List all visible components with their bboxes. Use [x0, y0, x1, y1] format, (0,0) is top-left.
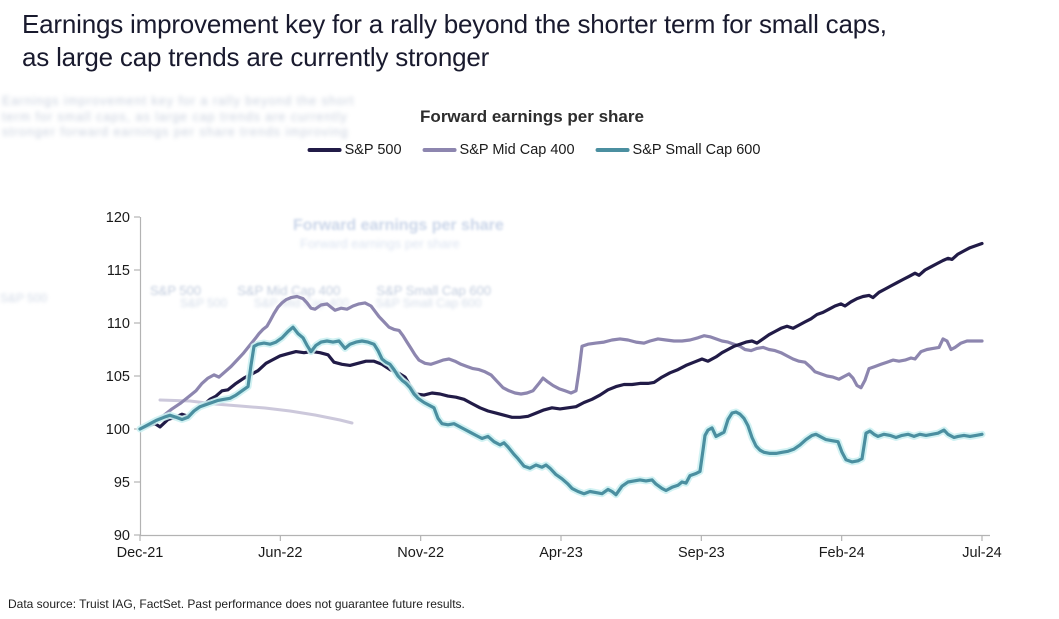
legend-label: S&P Small Cap 600: [632, 142, 761, 158]
y-axis-label: 95: [114, 475, 130, 491]
y-axis-label: 120: [106, 210, 130, 226]
chart-title: Forward earnings per share: [420, 107, 644, 126]
legend-line-swatch: [307, 148, 342, 152]
x-axis-label: Jun-22: [258, 545, 302, 561]
legend-label: S&P 500: [344, 142, 402, 158]
x-axis-label: Apr-23: [539, 545, 583, 561]
ghost-curve-artifact: [158, 398, 354, 425]
y-axis-label: 105: [106, 369, 130, 385]
x-axis-label: Dec-21: [117, 545, 164, 561]
series-halo-s-p-small-cap-600: [136, 323, 986, 499]
y-axis-label: 110: [107, 316, 130, 332]
legend-item-s-p-small-cap-600: S&P Small Cap 600: [595, 142, 761, 158]
axis-lines: [139, 217, 990, 537]
legend-line-swatch: [422, 148, 457, 152]
x-axis-label: Sep-23: [678, 545, 725, 561]
y-axis-label: 115: [107, 263, 130, 279]
series-line-s-p-small-cap-600: [138, 325, 984, 497]
page-title-line-2: as large cap trends are currently strong…: [22, 42, 490, 72]
chart-legend: S&P 500 S&P Mid Cap 400 S&P Small Cap 600: [307, 142, 761, 158]
x-axis-label: Nov-22: [397, 545, 444, 561]
x-axis-label: Feb-24: [819, 545, 865, 561]
series-line-s-p-500: [138, 241, 984, 431]
legend-item-s-p-500: S&P 500: [307, 142, 402, 158]
x-axis-label: Jul-24: [962, 545, 1002, 561]
y-axis-label: 90: [114, 528, 130, 544]
data-source-note: Data source: Truist IAG, FactSet. Past p…: [8, 597, 465, 611]
legend-line-swatch: [595, 148, 630, 152]
series-line-s-p-mid-cap-400: [138, 294, 984, 431]
legend-item-s-p-mid-cap-400: S&P Mid Cap 400: [422, 142, 575, 158]
page-title: Earnings improvement key for a rally bey…: [22, 8, 1052, 74]
legend-label: S&P Mid Cap 400: [459, 142, 575, 158]
page-title-line-1: Earnings improvement key for a rally bey…: [22, 9, 887, 39]
y-axis-label: 100: [106, 422, 130, 438]
